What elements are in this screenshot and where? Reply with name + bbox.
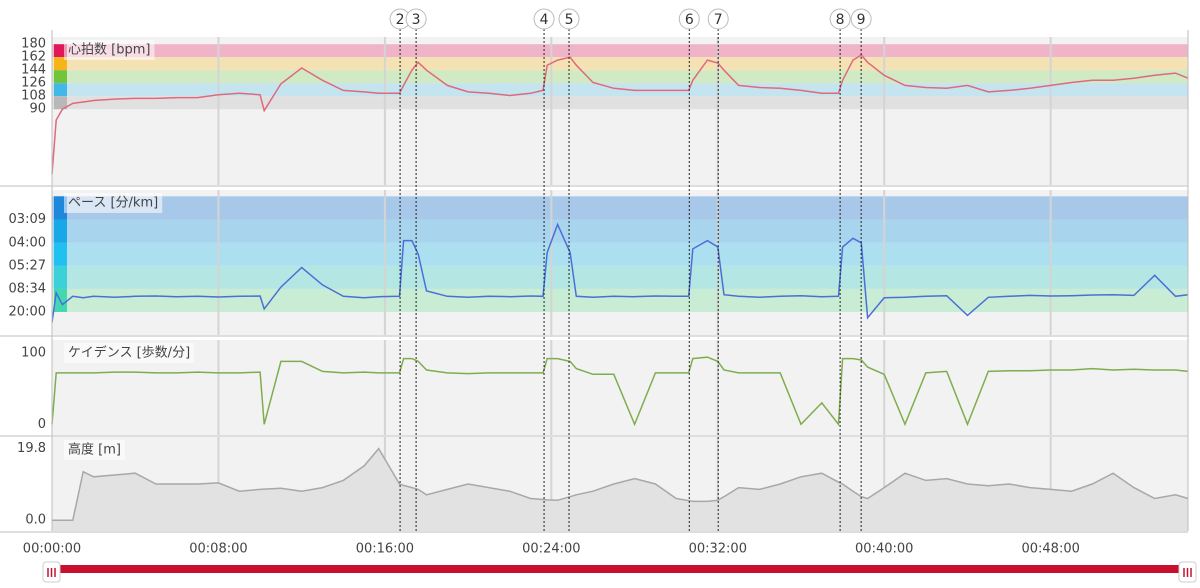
marker-badge [533,8,555,30]
y-tick-label: 180 [21,37,46,52]
marker-label: 3 [412,12,421,28]
area-fill [52,448,1188,531]
marker-badge [850,8,872,30]
x-tick-label: 00:08:00 [189,542,247,557]
y-tick-label: 100 [21,345,46,360]
data-line [51,54,1189,175]
marker-label: 8 [836,12,845,28]
handle-grip [1183,568,1192,577]
marker-label: 6 [685,12,694,28]
zone-band [52,57,1188,71]
panel-title-bg [64,343,195,363]
zone-band [52,196,1188,220]
range-handle-right[interactable] [1178,561,1197,583]
zone-band [52,96,1188,110]
x-tick-label: 00:24:00 [522,542,580,557]
zone-marker [54,70,67,84]
panel-title: ケイデンス [歩数/分] [68,345,190,361]
y-tick-label: 05:27 [9,258,46,273]
zone-marker [54,219,67,243]
panel: 19.8 0.0 高度 [m] [0,437,1189,533]
y-tick-label: 126 [21,76,46,91]
marker-badge [678,8,700,30]
marker-badge [405,8,427,30]
handle-grip [47,568,56,577]
y-tick-label: 19.8 [17,441,46,456]
zone-band [52,242,1188,266]
zone-marker [54,265,67,289]
y-tick-label: 144 [21,63,46,78]
y-tick-label: 90 [29,102,46,117]
marker-label: 4 [540,12,549,28]
zone-marker [54,196,67,220]
data-line [52,447,1189,521]
x-tick-label: 00:00:00 [23,542,81,557]
marker-badge [558,8,580,30]
zone-band [52,265,1188,289]
x-tick-label: 00:32:00 [689,542,747,557]
zone-band [52,70,1188,84]
y-tick-label: 108 [21,89,46,104]
y-tick-label: 20:00 [9,304,46,319]
y-tick-label: 03:09 [9,212,46,227]
marker-label: 2 [396,12,405,28]
zone-band [52,44,1188,58]
zone-marker [54,96,67,110]
zone-marker [54,57,67,71]
data-line [51,222,1189,323]
panel: 100 0 ケイデンス [歩数/分] [0,340,1189,437]
range-handle-left[interactable] [42,561,61,583]
zone-band [52,288,1188,312]
panel-title: 心拍数 [bpm] [68,43,150,58]
y-tick-label: 0.0 [25,513,46,528]
panel-title-bg [64,40,155,60]
y-tick-label: 04:00 [9,235,46,250]
y-tick-label: 08:34 [9,281,46,296]
zone-band [52,219,1188,243]
zone-marker [54,44,67,58]
panel-title-bg [64,440,125,460]
x-tick-label: 00:48:00 [1021,542,1079,557]
range-bar [52,565,1188,573]
y-tick-label: 162 [21,50,46,65]
marker-label: 5 [565,12,574,28]
marker-badge [707,8,729,30]
panel-title-bg [64,193,163,213]
y-tick-label: 0 [38,417,46,432]
data-line [51,356,1189,427]
x-tick-label: 00:16:00 [356,542,414,557]
panel-title: 高度 [m] [68,442,121,458]
zone-marker [54,83,67,97]
marker-label: 9 [857,12,866,28]
marker-label: 7 [714,12,723,28]
marker-badge [829,8,851,30]
panel: 03:09 04:00 05:27 08:34 20:00 ペース [分/km] [0,190,1189,337]
zone-marker [54,242,67,266]
panel-title: ペース [分/km] [68,196,158,211]
x-tick-label: 00:40:00 [855,542,913,557]
